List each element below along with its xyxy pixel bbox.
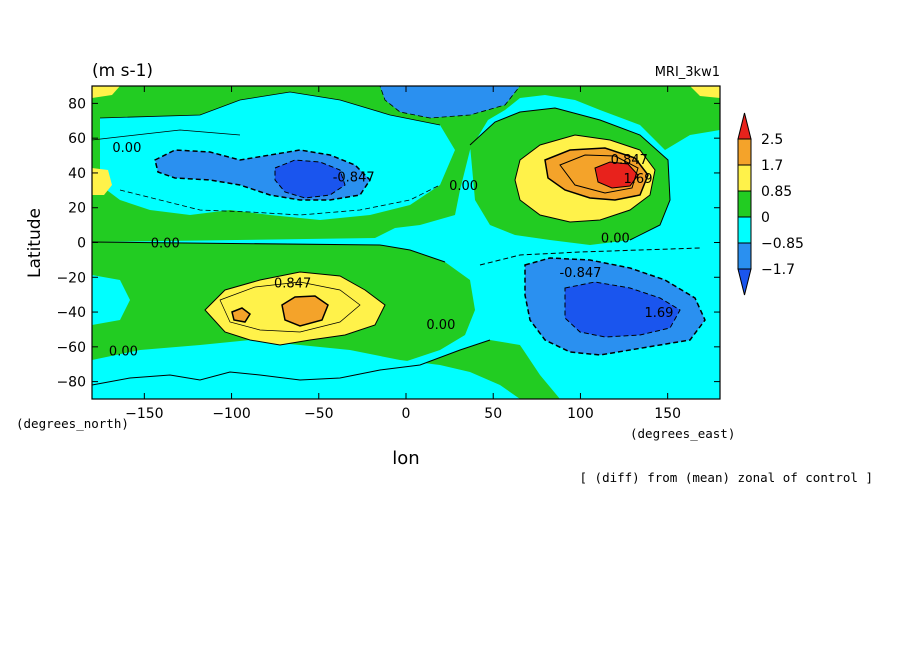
y-tick-label: 0 bbox=[77, 236, 86, 252]
colorbar-label: 0.85 bbox=[761, 184, 792, 200]
x-axis: −150 −100 −50 0 50 100 150 bbox=[125, 86, 681, 422]
x-tick-label: 100 bbox=[567, 406, 594, 422]
cyan-patch-bottom bbox=[92, 340, 520, 399]
contour-label: 1.69 bbox=[624, 172, 653, 187]
x-tick-label: 150 bbox=[654, 406, 681, 422]
colorbar-top-triangle bbox=[737, 112, 752, 140]
contour-label: -0.847 bbox=[559, 266, 601, 281]
colorbar-segment bbox=[737, 164, 752, 192]
y-axis: 80 60 40 20 0 −20 −40 −60 −80 bbox=[56, 96, 720, 391]
map-area: 0.00 -0.847 0.00 0.847 1.69 0.00 0.00 0.847 -0.8… bbox=[92, 86, 720, 399]
blue-region-top bbox=[380, 86, 520, 118]
colorbar-label: −0.85 bbox=[761, 236, 804, 252]
y-tick-label: 80 bbox=[68, 96, 86, 112]
y-tick-label: 60 bbox=[68, 131, 86, 147]
yellow-region-top-corner bbox=[92, 86, 120, 98]
darkblue-region-north bbox=[275, 160, 345, 198]
x-units-label: (degrees_east) bbox=[630, 426, 735, 441]
colorbar-label: −1.7 bbox=[761, 262, 795, 278]
x-tick-label: 0 bbox=[402, 406, 411, 422]
colorbar-label: 0 bbox=[761, 210, 770, 226]
contour-label: 0.00 bbox=[601, 231, 630, 246]
contour-label: 0.847 bbox=[274, 276, 311, 291]
caption: [ (diff) from (mean) zonal of control ] bbox=[580, 470, 874, 485]
contour-label: -0.847 bbox=[333, 170, 375, 185]
contour-label: 0.00 bbox=[449, 179, 478, 194]
colorbar-segment bbox=[737, 138, 752, 166]
orange-region-sw-1 bbox=[282, 296, 328, 326]
y-tick-label: 40 bbox=[68, 166, 86, 182]
y-tick-label: −80 bbox=[56, 375, 86, 391]
colorbar-label: 2.5 bbox=[761, 132, 783, 148]
model-label: MRI_3kw1 bbox=[655, 65, 720, 80]
y-units-label: (degrees_north) bbox=[16, 416, 129, 431]
x-tick-label: 50 bbox=[484, 406, 502, 422]
x-axis-title: lon bbox=[392, 448, 419, 469]
negative-contour-lines bbox=[119, 86, 706, 356]
contour-label: 0.00 bbox=[112, 141, 141, 156]
contour-label: 0.00 bbox=[109, 344, 138, 359]
units-subtitle: (m s-1) bbox=[92, 61, 153, 81]
y-tick-label: 20 bbox=[68, 201, 86, 217]
colorbar-label: 1.7 bbox=[761, 158, 783, 174]
yellow-region-top-right bbox=[690, 86, 720, 98]
contour-label: 1.69 bbox=[644, 306, 673, 321]
x-tick-label: −50 bbox=[304, 406, 334, 422]
contour-label: 0.00 bbox=[426, 318, 455, 333]
x-tick-label: −150 bbox=[125, 406, 163, 422]
colorbar: 2.5 1.7 0.85 0 −0.85 −1.7 bbox=[737, 112, 804, 296]
cyan-patch-southwest bbox=[92, 275, 130, 325]
colorbar-segment bbox=[737, 190, 752, 218]
y-tick-label: −60 bbox=[56, 340, 86, 356]
colorbar-segment bbox=[737, 216, 752, 244]
contour-label: 0.00 bbox=[151, 237, 180, 252]
contour-lines bbox=[92, 91, 671, 386]
colorbar-segment bbox=[737, 242, 752, 270]
y-axis-title: Latitude bbox=[25, 208, 45, 278]
darkblue-region-south bbox=[565, 282, 680, 337]
contour-label: 0.847 bbox=[611, 153, 648, 168]
yellow-region-west-edge bbox=[92, 168, 112, 195]
contour-labels: 0.00 -0.847 0.00 0.847 1.69 0.00 0.00 0.847 -0.8… bbox=[109, 141, 673, 359]
red-core-ne bbox=[595, 162, 638, 188]
y-tick-label: −40 bbox=[56, 305, 86, 321]
x-tick-label: −100 bbox=[212, 406, 250, 422]
colorbar-bottom-triangle bbox=[737, 268, 752, 296]
y-tick-label: −20 bbox=[56, 270, 86, 286]
